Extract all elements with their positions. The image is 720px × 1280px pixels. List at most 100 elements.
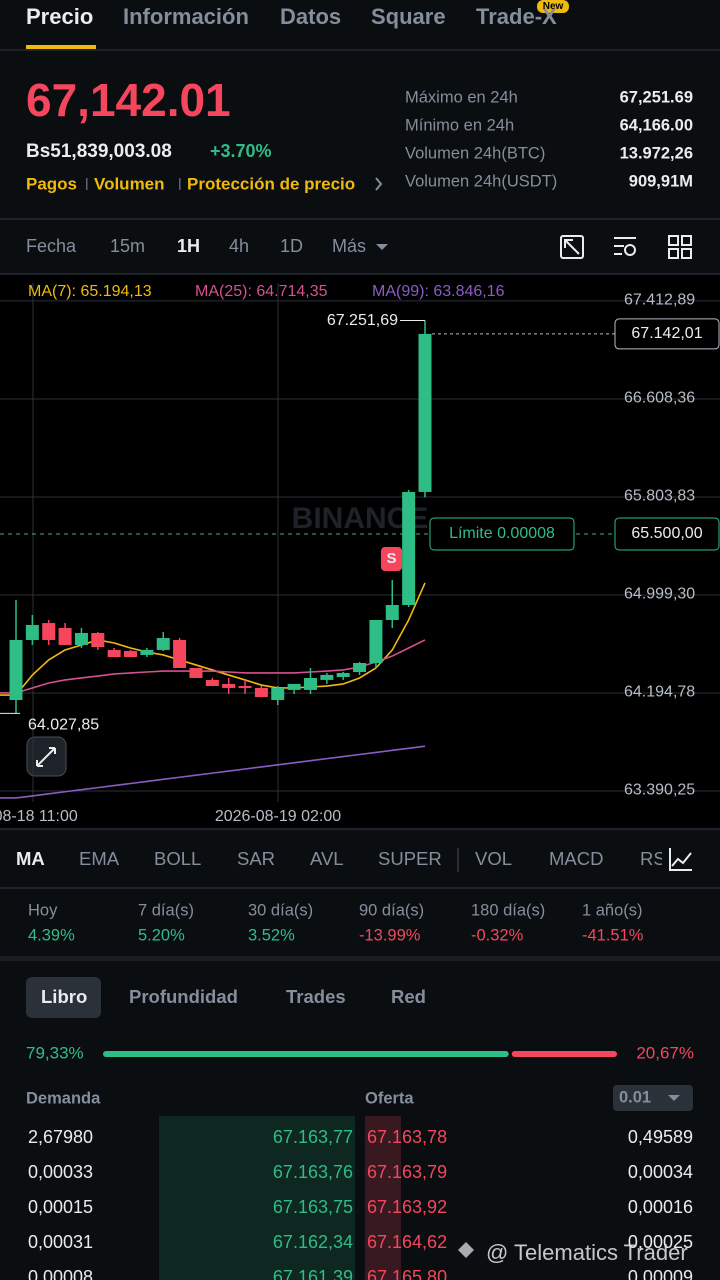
candle-body bbox=[369, 619, 383, 663]
footer-watermark: @ Telematics Trader bbox=[486, 1240, 688, 1265]
candle-body bbox=[124, 651, 138, 658]
interval-tab[interactable]: 15m bbox=[110, 236, 145, 256]
last-price: 67,142.01 bbox=[26, 74, 231, 126]
indicator-tab[interactable]: SAR bbox=[237, 848, 275, 869]
stat-label: Volumen 24h(USDT) bbox=[405, 172, 557, 190]
ask-price: 67.164,62 bbox=[367, 1232, 447, 1252]
stat-value: 67,251.69 bbox=[620, 88, 693, 106]
y-tick-label: 67.412,89 bbox=[624, 292, 695, 309]
ask-qty: 0,49589 bbox=[628, 1127, 693, 1147]
precision[interactable]: 0.01 bbox=[619, 1088, 651, 1106]
perf-label: 180 día(s) bbox=[471, 901, 545, 919]
tab[interactable]: Trade-X bbox=[476, 4, 557, 29]
tab[interactable]: Datos bbox=[280, 4, 341, 29]
interval-tab[interactable]: Más bbox=[332, 236, 366, 256]
expand-button[interactable] bbox=[26, 736, 67, 777]
indicator-tab[interactable]: VOL bbox=[475, 848, 512, 869]
book-tab[interactable]: Profundidad bbox=[129, 986, 238, 1007]
indicator-tab[interactable]: EMA bbox=[79, 848, 120, 869]
sell-marker-box bbox=[381, 547, 402, 571]
depth-ask-shade bbox=[365, 1116, 401, 1280]
limit-box bbox=[429, 517, 575, 551]
perf-label: 30 día(s) bbox=[248, 901, 313, 919]
limit-text: Límite 0.00008 bbox=[449, 525, 555, 542]
y-tick-label: 66.608,36 bbox=[624, 390, 695, 407]
perf-value: -13.99% bbox=[359, 926, 421, 944]
candle-body bbox=[107, 649, 121, 658]
tab[interactable]: Square bbox=[371, 4, 446, 29]
interval-tab[interactable]: 1D bbox=[280, 236, 303, 256]
price-link[interactable]: Pagos bbox=[26, 174, 77, 193]
indicator-tab[interactable]: SUPER bbox=[378, 848, 442, 869]
y-tick-label: 63.390,25 bbox=[624, 782, 695, 799]
candle-body bbox=[173, 639, 187, 668]
badge-text: New bbox=[543, 1, 564, 12]
bid-price: 67.162,34 bbox=[273, 1232, 353, 1252]
ma-legend: MA(7): 65.194,13 bbox=[28, 283, 152, 300]
ratio-bid-label: 79,33% bbox=[26, 1043, 84, 1062]
y-tick-label: 64.194,78 bbox=[624, 684, 695, 701]
link-separator bbox=[86, 178, 88, 190]
candle-body bbox=[91, 633, 105, 648]
bid-qty: 0,00033 bbox=[28, 1162, 93, 1182]
dropdown-caret bbox=[668, 1095, 680, 1101]
last-price-box bbox=[614, 318, 720, 350]
tab[interactable]: Precio bbox=[26, 4, 93, 29]
ask-price: 67.163,79 bbox=[367, 1162, 447, 1182]
fiat-price: Bs51,839,003.08 bbox=[26, 141, 172, 162]
y-tick-label: 65.803,83 bbox=[624, 488, 695, 505]
x-tick-label: -08-18 11:00 bbox=[0, 808, 78, 825]
candle-body bbox=[254, 687, 268, 697]
interval-tab[interactable]: Fecha bbox=[26, 236, 77, 256]
candle-body bbox=[58, 628, 72, 645]
candle-body bbox=[385, 604, 399, 620]
indicator-tab[interactable]: AVL bbox=[310, 848, 344, 869]
candle-body bbox=[156, 638, 170, 650]
divider bbox=[0, 956, 720, 961]
perf-label: 7 día(s) bbox=[138, 901, 194, 919]
indicator-tab[interactable]: MA bbox=[16, 848, 45, 869]
candle-body bbox=[303, 677, 317, 690]
ask-qty: 0,00025 bbox=[628, 1232, 693, 1252]
perf-value: -41.51% bbox=[582, 926, 644, 944]
perf-label: Hoy bbox=[28, 901, 58, 919]
bid-price: 67.163,75 bbox=[273, 1197, 353, 1217]
price-link[interactable]: Protección de precio bbox=[187, 174, 355, 193]
perf-value: -0.32% bbox=[471, 926, 524, 944]
book-tab[interactable]: Trades bbox=[286, 986, 346, 1007]
candle-body bbox=[189, 667, 203, 678]
indicator-tab[interactable]: MACD bbox=[549, 848, 603, 869]
candle-body bbox=[238, 686, 252, 688]
chart-settings-icon[interactable] bbox=[669, 848, 692, 871]
high-label: 67.251,69 bbox=[327, 312, 398, 329]
candle-body bbox=[271, 687, 285, 701]
book-header: Demanda bbox=[26, 1089, 101, 1107]
book-tab[interactable]: Libro bbox=[41, 986, 87, 1007]
bid-qty: 0,00031 bbox=[28, 1232, 93, 1252]
link-separator bbox=[179, 178, 181, 190]
ask-price: 67.163,78 bbox=[367, 1127, 447, 1147]
toolbar-icons[interactable] bbox=[560, 235, 692, 259]
candle-body bbox=[287, 683, 301, 690]
sell-marker: S bbox=[386, 550, 396, 567]
icon-backdrop bbox=[662, 840, 720, 880]
bid-price: 67.163,77 bbox=[273, 1127, 353, 1147]
y-tick-label: 64.999,30 bbox=[624, 586, 695, 603]
ma-line bbox=[0, 582, 426, 696]
interval-tab[interactable]: 4h bbox=[229, 236, 249, 256]
interval-tab[interactable]: 1H bbox=[177, 236, 200, 256]
price-link[interactable]: Volumen bbox=[94, 174, 165, 193]
bid-qty: 2,67980 bbox=[28, 1127, 93, 1147]
ask-price: 67.163,92 bbox=[367, 1197, 447, 1217]
limit-price-box bbox=[614, 517, 720, 551]
candle-body bbox=[320, 674, 334, 680]
precision-select[interactable] bbox=[613, 1085, 693, 1111]
active-book-tab bbox=[26, 977, 101, 1018]
candle-body bbox=[205, 679, 219, 687]
bid-qty: 0,00008 bbox=[28, 1267, 93, 1280]
ratio-bid bbox=[103, 1051, 509, 1057]
indicator-tab[interactable]: BOLL bbox=[154, 848, 201, 869]
tab[interactable]: Información bbox=[123, 4, 249, 29]
book-tab[interactable]: Red bbox=[391, 986, 426, 1007]
stat-value: 909,91M bbox=[629, 172, 693, 190]
